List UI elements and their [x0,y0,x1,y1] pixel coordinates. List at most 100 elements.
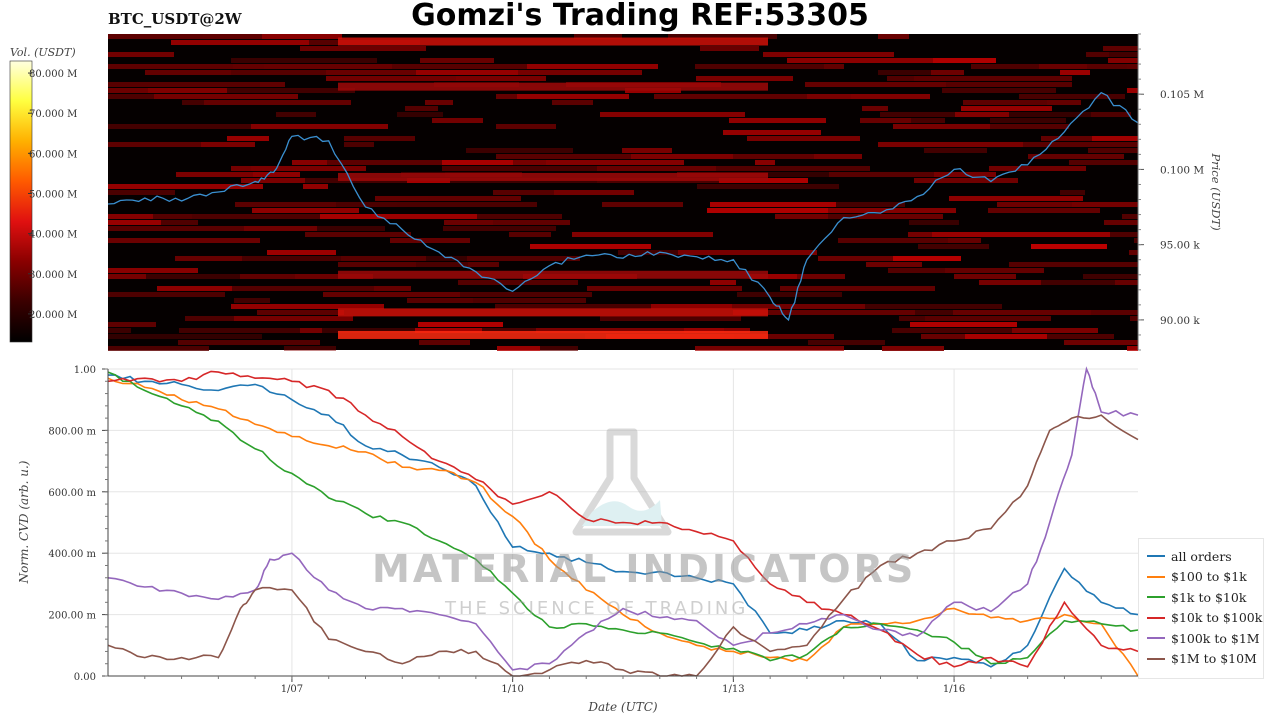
heatmap-cell [108,268,198,273]
heatmap-cell [878,142,1023,147]
heatmap-cell [148,88,227,93]
price-tick-label: 0.100 M [1160,164,1204,176]
cvd-y-tick-label: 1.00 [74,365,96,376]
heatmap-cell [397,112,443,117]
heatmap-cell [473,298,586,303]
heatmap-cell [921,334,965,339]
heatmap-cell [910,322,1017,327]
legend-item: $100 to $1k [1147,568,1247,586]
volume-band [338,270,768,279]
heatmap-cell [942,88,1056,93]
heatmap-cell [990,124,1069,129]
heatmap-cell [108,34,203,39]
heatmap-cell [252,208,359,213]
heatmap-cell [932,232,1023,237]
heatmap-cell [723,130,821,135]
heatmap-cell [807,94,851,99]
heatmap-cell [338,262,416,267]
heatmap-cell [442,160,513,165]
colorbar-tick-label: 40.000 M [29,230,77,241]
cvd-x-tick-label: 1/10 [501,684,523,695]
heatmap-cell [108,346,209,351]
heatmap-cell [918,244,989,249]
heatmap-cell [527,64,658,69]
heatmap-cell [946,82,1072,87]
heatmap-cell [530,244,651,249]
heatmap-cell [1060,190,1085,195]
heatmap-cell [341,256,426,261]
heatmap-cell [416,70,518,75]
heatmap-cell [600,112,745,117]
heatmap-cell [1115,280,1138,285]
heatmap-cell [1130,316,1138,321]
colorbar [9,60,33,343]
heatmap-cell [251,166,366,171]
heatmap-cell [915,310,953,315]
price-tick-label: 90.00 k [1160,315,1200,327]
heatmap-cell [444,220,493,225]
volume-band [338,308,768,317]
heatmap-cell [1108,58,1138,63]
heatmap-cell [322,328,415,333]
heatmap-cell [911,118,945,123]
heatmap-cell [733,154,814,159]
heatmap-cell [989,166,1086,171]
heatmap-cell [171,40,309,45]
heatmap-cell [231,166,251,171]
heatmap-cell [146,274,240,279]
heatmap-cell [344,142,374,147]
heatmap-cell [344,136,415,141]
heatmap-cell [227,88,355,93]
heatmap-cell [945,268,1044,273]
volume-band [338,82,768,91]
heatmap-cell [336,202,397,207]
heatmap-cell [597,166,716,171]
heatmap-cell [178,340,320,345]
heatmap-cell [477,214,562,219]
heatmap-cell [108,142,201,147]
heatmap-cell [990,118,1066,123]
heatmap-cell [185,316,234,321]
heatmap-cell [300,46,426,51]
heatmap-cell [829,172,934,177]
heatmap-cell [700,46,759,51]
heatmap-cell [108,82,260,87]
heatmap-cell [899,316,925,321]
heatmap-cell [716,166,870,171]
heatmap-cell [426,256,467,261]
heatmap-cell [513,160,546,165]
heatmap-cell [914,178,1018,183]
heatmap-cell [749,274,797,279]
heatmap-cell [326,70,416,75]
heatmap-cells [108,34,1138,351]
cvd-x-tick-label: 1/13 [722,684,744,695]
heatmap-cell [1039,64,1087,69]
heatmap-cell [517,94,629,99]
heatmap-cell [260,82,285,87]
heatmap-cell [997,202,1072,207]
heatmap-cell [631,154,733,159]
heatmap-cell [546,160,684,165]
legend-swatch [1147,575,1165,578]
heatmap-cell [390,238,470,243]
heatmap-cell [235,202,336,207]
heatmap-cell [203,34,262,39]
heatmap-cell [242,256,341,261]
heatmap-cell [176,172,253,177]
heatmap-cell [893,256,961,261]
heatmap-cell [1109,52,1138,57]
chart-title: Gomzi's Trading REF:53305 [411,0,869,33]
heatmap-cell [1009,112,1091,117]
heatmap-cell [1009,262,1138,267]
heatmap-cell [201,142,255,147]
heatmap-cell [108,226,244,231]
heatmap-cell [234,316,353,321]
heatmap-cell [495,304,651,309]
heatmap-cell [1047,334,1114,339]
heatmap-cell [1104,220,1138,225]
heatmap-cell [1134,238,1138,243]
heatmap-cell [257,310,344,315]
heatmap-cell [1091,112,1131,117]
heatmap-cell [780,286,935,291]
heatmap-cell [729,118,826,123]
